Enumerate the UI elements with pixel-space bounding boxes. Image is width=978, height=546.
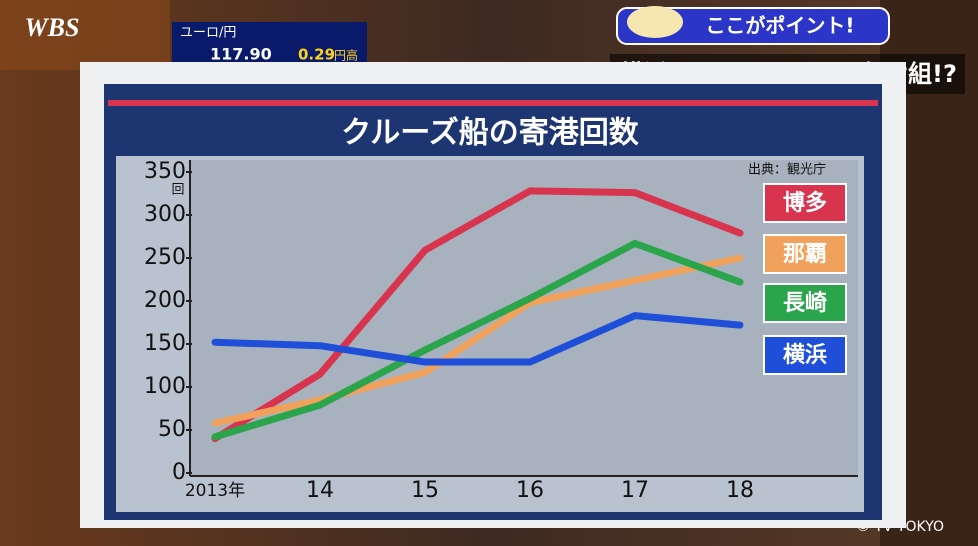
legend-label: 那覇 [783, 242, 827, 267]
point-banner [616, 7, 890, 45]
chart-title: クルーズ船の寄港回数 [341, 116, 640, 151]
legend-label: 博多 [783, 190, 827, 216]
y-tick-label: 250 [144, 245, 186, 270]
series-line [211, 312, 744, 366]
y-tick-label: 50 [158, 417, 186, 442]
y-tick-label: 350 [144, 159, 186, 184]
x-tick-label: 2013年 [185, 481, 245, 501]
ticker-rate: 117.90 [210, 45, 272, 64]
source: 出典：観光庁 [748, 163, 826, 178]
logo: WBS [25, 13, 80, 42]
y-unit: 回 [171, 183, 184, 198]
legend-label: 長崎 [783, 291, 827, 316]
y-tick-label: 0 [172, 460, 186, 485]
x-tick-label: 15 [411, 478, 439, 503]
title-rule [108, 100, 878, 106]
y-tick-label: 300 [144, 202, 186, 227]
series-line [211, 254, 744, 427]
legend-label: 横浜 [783, 343, 827, 368]
series-line [211, 187, 744, 443]
x-tick-label: 16 [516, 478, 544, 503]
legend-box [763, 283, 847, 323]
ticker-box [172, 22, 367, 66]
y-tick-label: 150 [144, 331, 186, 356]
y-tick-label: 100 [144, 374, 186, 399]
plot-area [190, 160, 858, 476]
ticker-label: ユーロ/円 [180, 26, 236, 41]
series-line [211, 239, 744, 441]
x-tick-label: 17 [621, 478, 649, 503]
x-tick-label: 14 [306, 478, 334, 503]
y-tick-label: 200 [144, 288, 186, 313]
mascot [627, 6, 683, 38]
legend-box [763, 183, 847, 223]
x-tick-label: 18 [726, 478, 754, 503]
ticker-direction: 円高 [334, 48, 358, 63]
legend-box [763, 234, 847, 274]
point-label: ここがポイント! [705, 14, 854, 38]
studio-wall [0, 0, 170, 70]
ticker-change: 0.29 [298, 46, 335, 64]
legend-box [763, 335, 847, 375]
